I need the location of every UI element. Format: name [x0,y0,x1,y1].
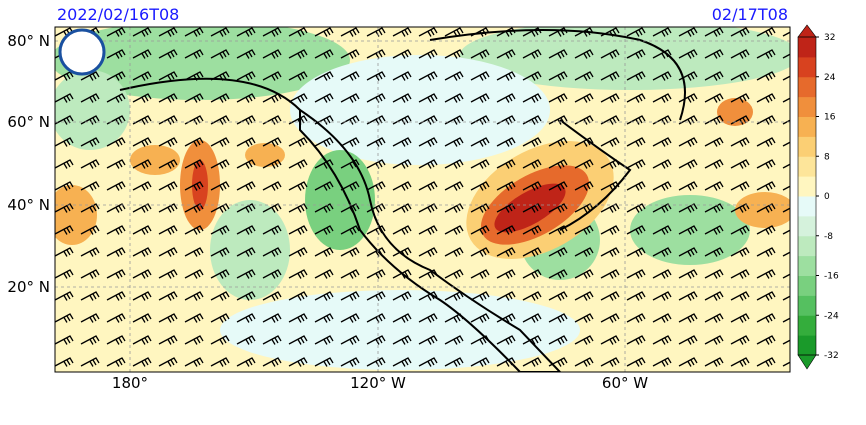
lon-label: 60° W [602,374,648,392]
colorbar-tick-label: 8 [824,152,830,162]
start-time: 2022/02/16T08 [57,5,179,24]
colorbar-band [798,235,816,257]
colorbar-band [798,176,816,197]
colorbar-tick-label: 16 [824,113,836,123]
colorbar-band [798,215,816,237]
colorbar-tick-label: -16 [824,272,839,282]
end-time: 02/17T08 [712,5,788,24]
colorbar-band [798,56,816,78]
colorbar-tick-label: -24 [824,311,839,321]
colorbar-arrow [797,24,817,38]
colorbar-band [798,136,816,157]
logo [58,28,106,76]
lat-label: 20° N [7,278,50,296]
colorbar-tick-label: -32 [824,351,839,361]
colorbar-band [798,37,816,58]
colorbar-tick-label: -8 [824,232,833,242]
colorbar-band [798,196,816,217]
lat-label: 40° N [7,196,50,214]
colorbar-tick-label: 0 [824,192,830,202]
colorbar-tick-label: 32 [824,33,835,43]
colorbar-band [798,116,816,137]
colorbar-arrow [797,354,817,370]
colorbar-band [798,96,816,117]
colorbar-band [798,315,816,336]
colorbar-tick-label: 24 [824,73,836,83]
colorbar-band [798,275,816,296]
colorbar-band [798,335,816,356]
colorbar-band [798,156,816,177]
lat-label: 80° N [7,32,50,50]
map-frame [54,26,791,373]
lat-label: 60° N [7,113,50,131]
colorbar-band [798,255,816,276]
lon-label: 120° W [350,374,406,392]
map-field [55,27,790,372]
colorbar-band [798,295,816,316]
lon-label: 180° [112,374,148,392]
colorbar-band [798,76,816,98]
